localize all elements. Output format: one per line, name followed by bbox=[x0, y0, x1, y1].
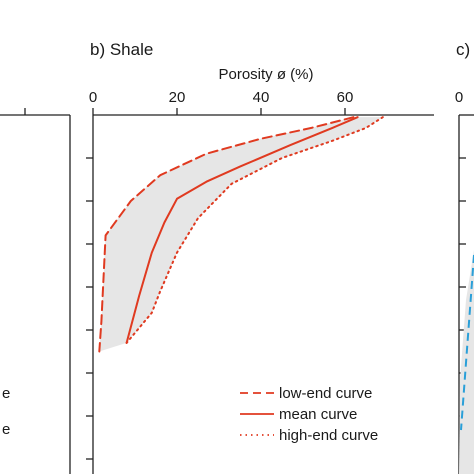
legend: low-end curve mean curve high-end curve bbox=[240, 385, 378, 444]
panel-b: b) Shale Porosity ø (%) 0 20 40 60 low-end … bbox=[86, 40, 434, 474]
series-line-low-end bbox=[98, 116, 355, 353]
series-line-high-end bbox=[125, 116, 384, 344]
x-tick-label: 60 bbox=[337, 89, 354, 106]
x-tick-label: 0 bbox=[89, 89, 97, 106]
x-tick-label: 20 bbox=[169, 89, 186, 106]
shaded-band-area bbox=[99, 117, 383, 352]
panel-c-curve-fragment bbox=[460, 254, 474, 431]
series-line-mean bbox=[125, 116, 359, 344]
shaded-band bbox=[99, 117, 383, 352]
legend-label-high-end: high-end curve bbox=[279, 427, 378, 444]
panel-c-xtick-label: 0 bbox=[455, 89, 463, 106]
panel-a-legend-fragment: e bbox=[2, 421, 10, 438]
legend-label-mean: mean curve bbox=[279, 406, 357, 423]
x-tick-label: 40 bbox=[253, 89, 270, 106]
x-axis-label: Porosity ø (%) bbox=[218, 66, 313, 83]
panel-a-legend-fragment: e bbox=[2, 385, 10, 402]
legend-label-low-end: low-end curve bbox=[279, 385, 372, 402]
axes: 0 20 40 60 bbox=[86, 89, 434, 474]
panel-b-title: b) Shale bbox=[90, 40, 153, 59]
panel-a: e e bbox=[0, 108, 71, 474]
series-group bbox=[98, 116, 384, 353]
panel-c-label: c) bbox=[456, 40, 470, 59]
panel-c: c) 0 bbox=[455, 40, 474, 474]
